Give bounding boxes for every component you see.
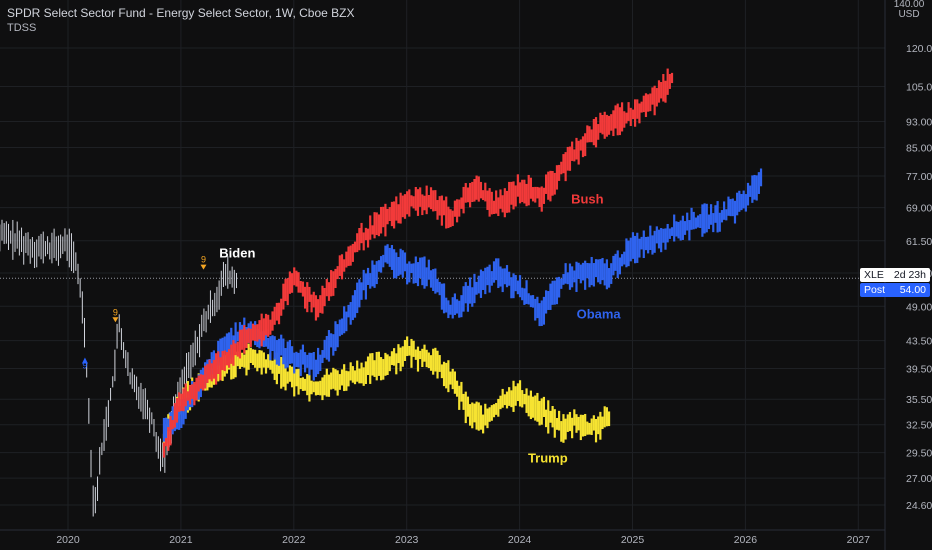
price-axis-top: 140.00 USD: [889, 0, 929, 20]
y-tick-label: 32.50: [906, 420, 932, 432]
symbol-tag-label: XLE: [864, 269, 884, 281]
chart-title: SPDR Select Sector Fund - Energy Select …: [7, 6, 355, 20]
x-tick-label: 2027: [847, 534, 871, 546]
y-tick-label: 27.00: [906, 473, 932, 485]
post-value: 54.00: [899, 284, 926, 296]
indicator-label[interactable]: TDSS: [7, 22, 37, 34]
y-tick-label: 29.50: [906, 448, 932, 460]
x-tick-label: 2020: [56, 534, 80, 546]
y-tick-label: 93.00: [906, 117, 932, 129]
tdss-count-label: 9: [201, 255, 206, 265]
symbol-price-tag: XLE 2d 23h: [860, 268, 930, 282]
currency-label[interactable]: USD: [898, 9, 920, 20]
y-tick-label: 43.50: [906, 336, 932, 348]
x-tick-label: 2023: [395, 534, 419, 546]
y-tick-label: 49.00: [906, 301, 932, 313]
y-tick-label: 24.60: [906, 500, 932, 512]
y-tick-label: 85.00: [906, 142, 932, 154]
annotation-obama: Obama: [577, 306, 622, 321]
series-bush: [162, 68, 674, 458]
post-market-tag: Post 54.00: [860, 283, 930, 297]
y-tick-label: 39.50: [906, 363, 932, 375]
y-tick-label: 105.00: [906, 82, 932, 94]
tdss-marker: [200, 264, 207, 270]
y-tick-label: 120.00: [906, 43, 932, 55]
tdss-count-label: 9: [113, 307, 118, 317]
y-tick-label: 77.00: [906, 171, 932, 183]
y-tick-label: 69.00: [906, 203, 932, 215]
tdss-marker: [81, 357, 88, 364]
countdown-label: 2d 23h: [893, 269, 926, 281]
post-label: Post: [864, 284, 886, 296]
price-axis-top-value: 140.00: [893, 0, 925, 10]
annotation-bush: Bush: [571, 191, 604, 206]
y-tick-label: 61.50: [906, 236, 932, 248]
x-tick-label: 2024: [508, 534, 532, 546]
tdss-count-label: 9: [82, 360, 87, 370]
annotation-biden: Biden: [219, 246, 255, 261]
x-tick-label: 2025: [621, 534, 645, 546]
x-tick-label: 2022: [282, 534, 306, 546]
x-tick-label: 2026: [734, 534, 758, 546]
annotation-trump: Trump: [528, 451, 568, 466]
tdss-marker: [112, 317, 119, 323]
y-tick-label: 35.50: [906, 394, 932, 406]
x-tick-label: 2021: [169, 534, 193, 546]
